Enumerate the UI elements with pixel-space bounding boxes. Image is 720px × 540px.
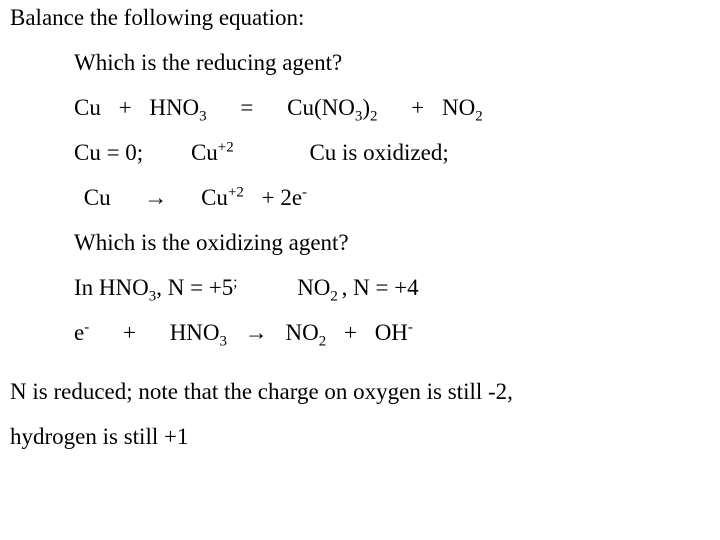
species-oh: OH- bbox=[375, 320, 414, 345]
text: N is reduced; note that the charge on ox… bbox=[10, 379, 513, 404]
arrow-icon: → bbox=[245, 320, 268, 345]
oxidation-states: Cu = 0; Cu+2 Cu is oxidized; bbox=[10, 141, 710, 164]
electrons: + 2e- bbox=[262, 185, 307, 210]
species-cuno32: Cu(NO3)2 bbox=[287, 95, 377, 120]
species-no2: NO2 bbox=[442, 95, 483, 120]
plus: + bbox=[123, 320, 136, 345]
question-oxidizing: Which is the oxidizing agent? bbox=[10, 231, 710, 254]
plus: + bbox=[119, 95, 132, 120]
species-no2: NO2 bbox=[286, 320, 327, 345]
cu-oxidized: Cu is oxidized; bbox=[309, 140, 448, 165]
species-hno3: HNO3 bbox=[170, 320, 227, 345]
text: Which is the reducing agent? bbox=[74, 50, 342, 75]
question-reducing: Which is the reducing agent? bbox=[10, 51, 710, 74]
document-page: Balance the following equation: Which is… bbox=[0, 0, 720, 480]
species-cu: Cu bbox=[84, 185, 111, 210]
text: hydrogen is still +1 bbox=[10, 424, 188, 449]
plus: + bbox=[344, 320, 357, 345]
half-reaction-red: e- + HNO3 → NO2 + OH- bbox=[10, 321, 710, 344]
footer-line-2: hydrogen is still +1 bbox=[10, 425, 710, 448]
cu-zero: Cu = 0; bbox=[74, 140, 143, 165]
plus: + bbox=[411, 95, 424, 120]
text: Which is the oxidizing agent? bbox=[74, 230, 349, 255]
half-reaction-ox: Cu → Cu+2 + 2e- bbox=[10, 186, 710, 209]
species-hno3: HNO3 bbox=[149, 95, 206, 120]
n-in-no2: NO2 , N = +4 bbox=[297, 275, 419, 300]
cu-plus2: Cu+2 bbox=[191, 140, 234, 165]
footer-line-1: N is reduced; note that the charge on ox… bbox=[10, 380, 710, 403]
title-line: Balance the following equation: bbox=[10, 6, 710, 29]
arrow-icon: → bbox=[144, 185, 167, 210]
nitrogen-states: In HNO3, N = +5; NO2 , N = +4 bbox=[10, 276, 710, 299]
equation-main: Cu + HNO3 = Cu(NO3)2 + NO2 bbox=[10, 96, 710, 119]
species-cu: Cu bbox=[74, 95, 101, 120]
electron: e- bbox=[74, 320, 89, 345]
n-in-hno3: In HNO3, N = +5; bbox=[74, 275, 237, 300]
species-cu2plus: Cu+2 bbox=[201, 185, 244, 210]
text: Balance the following equation: bbox=[10, 5, 304, 30]
equals: = bbox=[240, 95, 253, 120]
